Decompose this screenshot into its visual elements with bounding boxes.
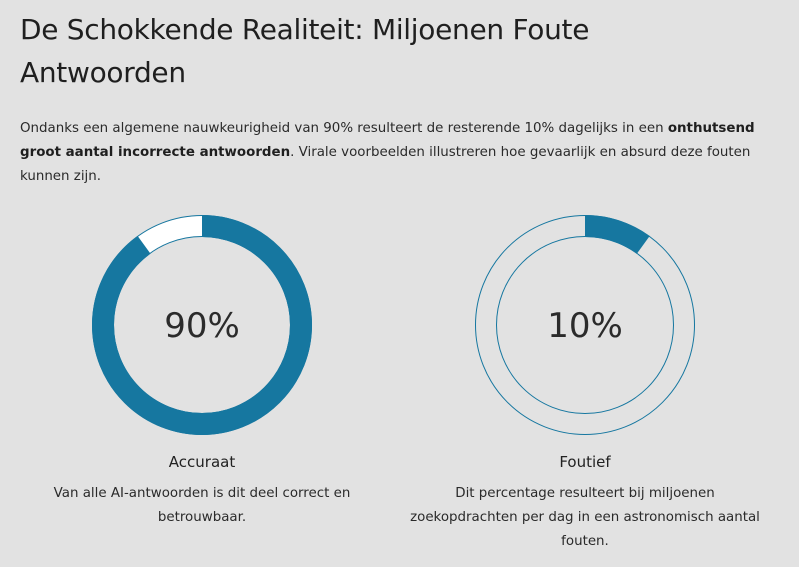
error-card: 10% Foutief Dit percentage resulteert bi… — [405, 205, 765, 549]
accuracy-donut-chart: 90% — [92, 215, 312, 435]
accuracy-label: Accuraat — [168, 453, 236, 471]
intro-paragraph: Ondanks een algemene nauwkeurigheid van … — [20, 117, 775, 189]
error-donut-fill — [475, 215, 695, 435]
page-title: De Schokkende Realiteit: Miljoenen Foute… — [20, 13, 590, 89]
error-percentage: 10% — [547, 306, 623, 346]
error-donut-chart: 10% — [475, 215, 695, 435]
accuracy-percentage: 90% — [164, 306, 240, 346]
error-description: Dit percentage resulteert bij miljoenen … — [410, 486, 760, 549]
intro-text-start: Ondanks een algemene nauwkeurigheid van … — [20, 121, 668, 136]
accuracy-donut-fill — [92, 215, 312, 435]
intro-text-end: . Virale voorbeelden illustreren hoe gev… — [20, 145, 751, 184]
accuracy-card: 90% Accuraat Van alle AI-antwoorden is d… — [22, 205, 382, 525]
accuracy-description: Van alle AI-antwoorden is dit deel corre… — [53, 486, 351, 525]
intro-emphasis: onthutsend groot aantal incorrecte antwo… — [20, 121, 755, 160]
error-label: Foutief — [559, 453, 611, 471]
